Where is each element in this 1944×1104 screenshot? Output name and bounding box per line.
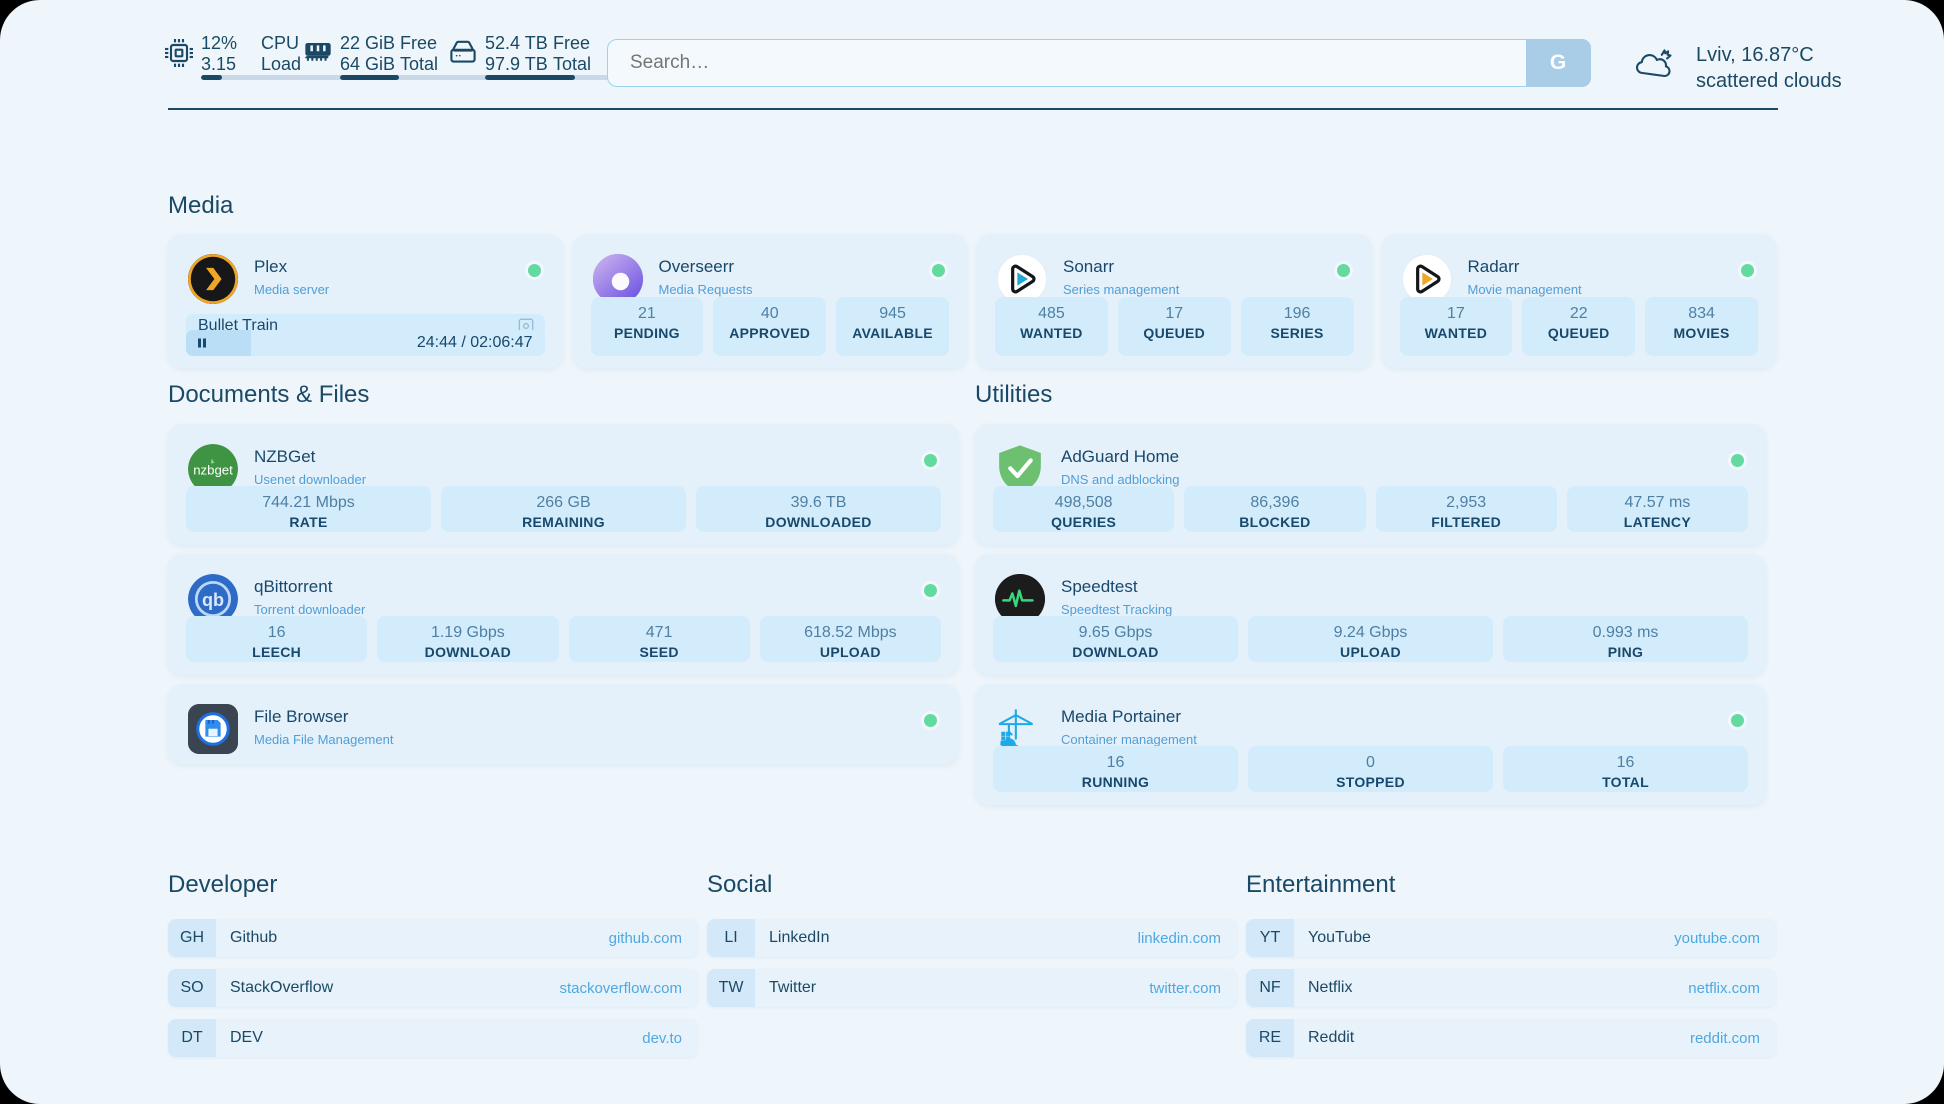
svg-text:qb: qb — [202, 590, 224, 610]
svg-text:nzbget: nzbget — [193, 463, 233, 478]
